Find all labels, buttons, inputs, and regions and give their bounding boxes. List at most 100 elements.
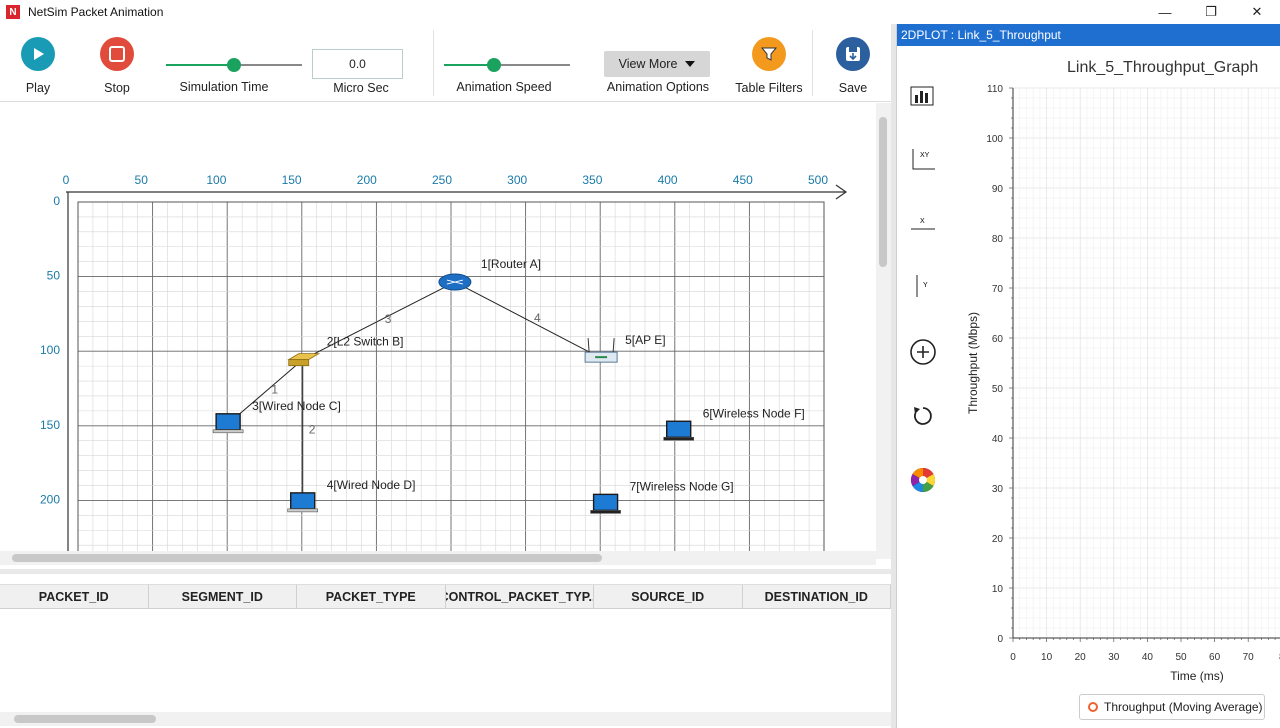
animation-speed-fill: [444, 64, 495, 66]
stop-button[interactable]: Stop: [97, 37, 137, 95]
node-label: 4[Wired Node D]: [327, 478, 416, 492]
plot-x-tick-label: 0: [1010, 652, 1016, 663]
x-tick-label: 0: [63, 173, 70, 187]
x-tick-label: 300: [507, 173, 527, 187]
color-wheel-icon[interactable]: [907, 464, 939, 496]
y-tick-label: 0: [53, 194, 60, 208]
link-router-a-switch-b[interactable]: [302, 281, 456, 361]
node-label: 3[Wired Node C]: [252, 399, 341, 413]
canvas-horizontal-scrollbar[interactable]: [0, 551, 876, 565]
x-tick-label: 350: [582, 173, 602, 187]
simulation-time-thumb[interactable]: [227, 58, 241, 72]
node-router-a[interactable]: [438, 273, 472, 291]
filter-icon: [752, 37, 786, 71]
canvas-vertical-scrollbar[interactable]: [876, 103, 891, 559]
plot-y-tick-label: 30: [992, 484, 1004, 495]
svg-text:XY: XY: [920, 152, 930, 159]
x-zoom-icon[interactable]: X: [907, 210, 939, 242]
link-label: 2: [309, 422, 316, 436]
y-zoom-icon[interactable]: Y: [907, 270, 939, 302]
column-header[interactable]: PACKET_ID: [0, 585, 149, 608]
table-filters-button[interactable]: Table Filters: [735, 37, 803, 95]
node-wireless-g[interactable]: [590, 493, 621, 514]
plot-pane: 2DPLOT : Link_5_Throughput XY X Y Link_5_T…: [896, 24, 1280, 728]
network-canvas[interactable]: 0 50 100 150 200 250 300 350 400 450 500 0 50 100 150 2…: [0, 103, 876, 551]
animation-speed-label: Animation Speed: [456, 80, 552, 94]
title-bar: N NetSim Packet Animation — ❐ ✕: [0, 0, 1280, 24]
simulation-time-slider[interactable]: [166, 58, 302, 72]
x-tick-label: 250: [432, 173, 452, 187]
plot-y-tick-label: 10: [992, 584, 1004, 595]
netsim-logo-icon: N: [6, 5, 20, 19]
laptop-icon: [290, 492, 316, 510]
window-title: NetSim Packet Animation: [28, 5, 164, 19]
node-wired-c[interactable]: [212, 413, 244, 434]
xy-zoom-icon[interactable]: XY: [907, 144, 939, 176]
column-header[interactable]: DESTINATION_ID: [743, 585, 891, 608]
laptop-base: [663, 436, 695, 441]
link-label: 1: [271, 383, 278, 397]
chart-legend[interactable]: Throughput (Moving Average): [1079, 694, 1265, 720]
plot-y-tick-label: 80: [992, 234, 1004, 245]
throughput-chart: 0 10 20 30 40 50 60 70 80 90 100 110 0 10 20 30 40 50 60 70…: [966, 84, 1280, 683]
node-label: 1[Router A]: [481, 257, 541, 271]
column-header[interactable]: SOURCE_ID: [594, 585, 743, 608]
plot-y-tick-label: 40: [992, 434, 1004, 445]
column-header[interactable]: PACKET_TYPE: [297, 585, 446, 608]
view-more-button[interactable]: View More: [604, 51, 710, 77]
svg-text:X: X: [920, 218, 925, 225]
microsec-label: Micro Sec: [333, 81, 389, 95]
plot-x-tick-label: 10: [1041, 652, 1053, 663]
view-more-label: View More: [618, 57, 678, 71]
ap-led: [595, 356, 608, 359]
minimize-button[interactable]: —: [1158, 4, 1172, 20]
plot-area: [1013, 88, 1280, 638]
laptop-icon: [215, 413, 241, 431]
laptop-base: [287, 508, 319, 513]
plot-header: 2DPLOT : Link_5_Throughput: [897, 24, 1280, 46]
x-tick-label: 150: [282, 173, 302, 187]
plot-y-tick-label: 20: [992, 534, 1004, 545]
save-label: Save: [838, 81, 868, 95]
play-label: Play: [25, 81, 51, 95]
grid-border: [77, 201, 825, 551]
simulation-time-label: Simulation Time: [179, 80, 269, 94]
vertical-scroll-thumb[interactable]: [879, 117, 887, 267]
pane-splitter[interactable]: [0, 569, 891, 574]
restore-button[interactable]: ❐: [1205, 4, 1217, 19]
packet-table: PACKET_ID SEGMENT_ID PACKET_TYPE CONTROL_PA…: [0, 584, 891, 714]
microsec-input[interactable]: [312, 49, 403, 79]
save-button[interactable]: Save: [833, 37, 873, 95]
node-wireless-f[interactable]: [663, 420, 695, 441]
table-horizontal-scrollbar[interactable]: [0, 712, 891, 726]
table-scroll-thumb[interactable]: [14, 715, 156, 723]
animation-speed-slider[interactable]: [444, 58, 570, 72]
horizontal-scroll-thumb[interactable]: [12, 554, 602, 562]
table-header: PACKET_ID SEGMENT_ID PACKET_TYPE CONTROL_PA…: [0, 585, 891, 609]
chart-title: Link_5_Throughput_Graph: [1067, 59, 1259, 76]
toolbar-separator: [433, 30, 434, 96]
play-button[interactable]: Play: [18, 37, 58, 95]
column-header[interactable]: SEGMENT_ID: [149, 585, 297, 608]
animation-speed-thumb[interactable]: [487, 58, 502, 72]
close-button[interactable]: ✕: [1251, 4, 1263, 19]
reset-icon[interactable]: [907, 400, 939, 432]
column-header[interactable]: CONTROL_PACKET_TYP...: [446, 585, 594, 608]
legend-marker-icon: [1088, 702, 1098, 712]
laptop-icon: [666, 420, 692, 438]
node-switch-b[interactable]: [287, 353, 321, 367]
plot-x-tick-label: 50: [1175, 652, 1187, 663]
plot-y-tick-label: 0: [997, 634, 1003, 645]
plot-x-tick-label: 20: [1075, 652, 1087, 663]
toolbar-separator: [812, 30, 813, 96]
legend-label: Throughput (Moving Average): [1104, 700, 1263, 714]
chevron-down-icon: [685, 61, 696, 67]
chart-type-icon[interactable]: [907, 80, 939, 112]
node-ap-e[interactable]: [584, 338, 618, 363]
link-router-a-ap-e[interactable]: [454, 281, 602, 359]
animation-pane: Play Stop Simulation Time Micro Sec Anim…: [0, 24, 891, 728]
pane-divider[interactable]: [891, 24, 896, 728]
switch-body: [288, 359, 310, 367]
node-wired-d[interactable]: [287, 492, 319, 513]
zoom-in-icon[interactable]: [907, 336, 939, 368]
